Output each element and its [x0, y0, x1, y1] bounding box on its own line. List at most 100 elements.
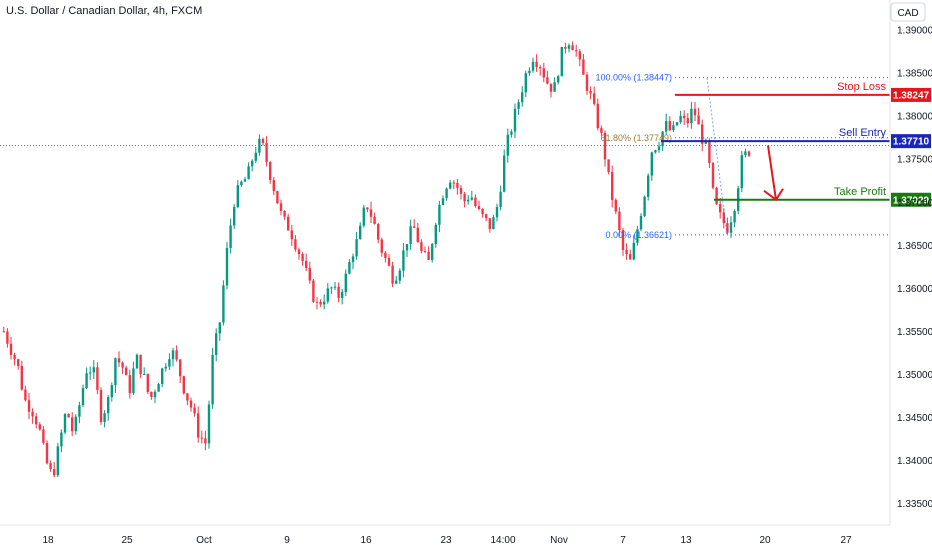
candle-body: [290, 230, 293, 240]
trade-level-label: Sell Entry: [839, 127, 887, 139]
candle-body: [629, 254, 632, 260]
candle-body: [283, 211, 286, 217]
currency-button[interactable]: CAD: [890, 2, 926, 22]
candle-body: [258, 138, 261, 153]
candle-body: [589, 90, 592, 94]
x-tick-label: 27: [840, 535, 852, 546]
candle-body: [265, 143, 268, 163]
candle-body: [485, 214, 488, 219]
x-tick-label: 13: [680, 535, 692, 546]
trade-levels[interactable]: Stop Loss 1.38247 Sell Entry 1.37710 Take Pr…: [661, 81, 931, 207]
sell-direction-arrow: [763, 145, 784, 202]
x-tick-label: 9: [284, 535, 290, 546]
candle-body: [441, 198, 445, 205]
candle-body: [99, 389, 103, 423]
candle-body: [27, 400, 31, 412]
candle-body: [499, 191, 502, 208]
candle-body: [103, 413, 106, 423]
candle-body: [639, 215, 643, 230]
candle-body: [395, 280, 398, 284]
candle-body: [60, 432, 63, 447]
candle-body: [193, 407, 196, 414]
candle-body: [528, 70, 531, 74]
candle-body: [459, 187, 463, 194]
candle-body: [585, 74, 589, 91]
candle-body: [222, 285, 225, 323]
candle-body: [729, 222, 733, 233]
candle-body: [420, 242, 423, 252]
candle-body: [607, 159, 610, 172]
fibonacci-retracement[interactable]: 100.00% (1.38447) 61.80% (1.37749) 0.00% (…: [595, 73, 890, 240]
candle-body: [49, 463, 52, 470]
candle-body: [531, 61, 535, 71]
candle-body: [89, 372, 92, 374]
candle-body: [279, 203, 283, 212]
arrow-head: [763, 188, 784, 202]
candle-body: [513, 108, 517, 132]
candle-body: [463, 193, 466, 202]
fib-level-label: 0.00% (1.36621): [605, 230, 672, 240]
candle-body: [593, 93, 596, 104]
candle-body: [157, 384, 160, 392]
candle-body: [315, 301, 319, 303]
candle-body: [693, 108, 697, 116]
arrow-shaft: [767, 145, 777, 200]
x-tick-label: Oct: [196, 535, 212, 546]
candle-body: [452, 182, 455, 184]
candle-body: [449, 182, 452, 189]
candle-body: [287, 216, 290, 231]
candle-body: [744, 151, 747, 156]
candle-body: [128, 375, 131, 394]
x-tick-label: 20: [759, 535, 771, 546]
candle-body: [542, 68, 545, 78]
candle-body: [337, 286, 340, 298]
price-tag-value: 1.38247: [893, 90, 930, 101]
candle-body: [391, 265, 394, 284]
candle-body: [247, 166, 250, 180]
candle-body: [366, 207, 369, 210]
candle-body: [74, 416, 77, 432]
candle-body: [312, 280, 315, 302]
candle-body: [733, 210, 736, 223]
candle-body: [557, 76, 560, 83]
candle-body: [236, 185, 239, 208]
candle-body: [690, 108, 693, 124]
candle-body: [560, 46, 563, 77]
price-tag: [891, 87, 931, 102]
candle-body: [13, 354, 16, 360]
candle-body: [319, 301, 322, 305]
candle-body: [686, 118, 689, 124]
candle-body: [35, 416, 38, 425]
candle-body: [305, 260, 308, 269]
candle-body: [110, 385, 113, 398]
candle-body: [549, 83, 553, 92]
candle-body: [405, 244, 409, 251]
candle-body: [553, 82, 556, 92]
candle-body: [200, 437, 203, 439]
candle-body: [672, 125, 675, 131]
candle-body: [431, 243, 434, 260]
candle-body: [467, 199, 470, 202]
candle-body: [139, 354, 142, 374]
candle-body: [17, 359, 20, 366]
candle-body: [197, 413, 200, 438]
candle-body: [719, 204, 722, 213]
y-tick-label: 1.35000: [897, 370, 932, 381]
candle-body: [524, 73, 527, 93]
candle-body: [621, 230, 625, 250]
candle-body: [359, 225, 362, 240]
price-axis[interactable]: 1.39000 1.38500 1.38000 1.37500 1.37000 1.365…: [897, 26, 932, 510]
candle-body: [323, 301, 326, 305]
candle-body: [179, 359, 182, 377]
time-axis[interactable]: 18 25 Oct 9 16 23 14:00 Nov 7 13 20 27: [42, 535, 852, 546]
candle-body: [571, 45, 574, 51]
candle-body: [416, 227, 419, 243]
fib-level-label: 61.80% (1.37749): [600, 133, 672, 143]
candle-body: [650, 152, 653, 176]
y-tick-label: 1.36000: [897, 284, 932, 295]
candle-body: [125, 367, 128, 376]
candle-body: [567, 45, 571, 49]
candle-body: [269, 162, 272, 181]
candle-body: [351, 256, 355, 263]
